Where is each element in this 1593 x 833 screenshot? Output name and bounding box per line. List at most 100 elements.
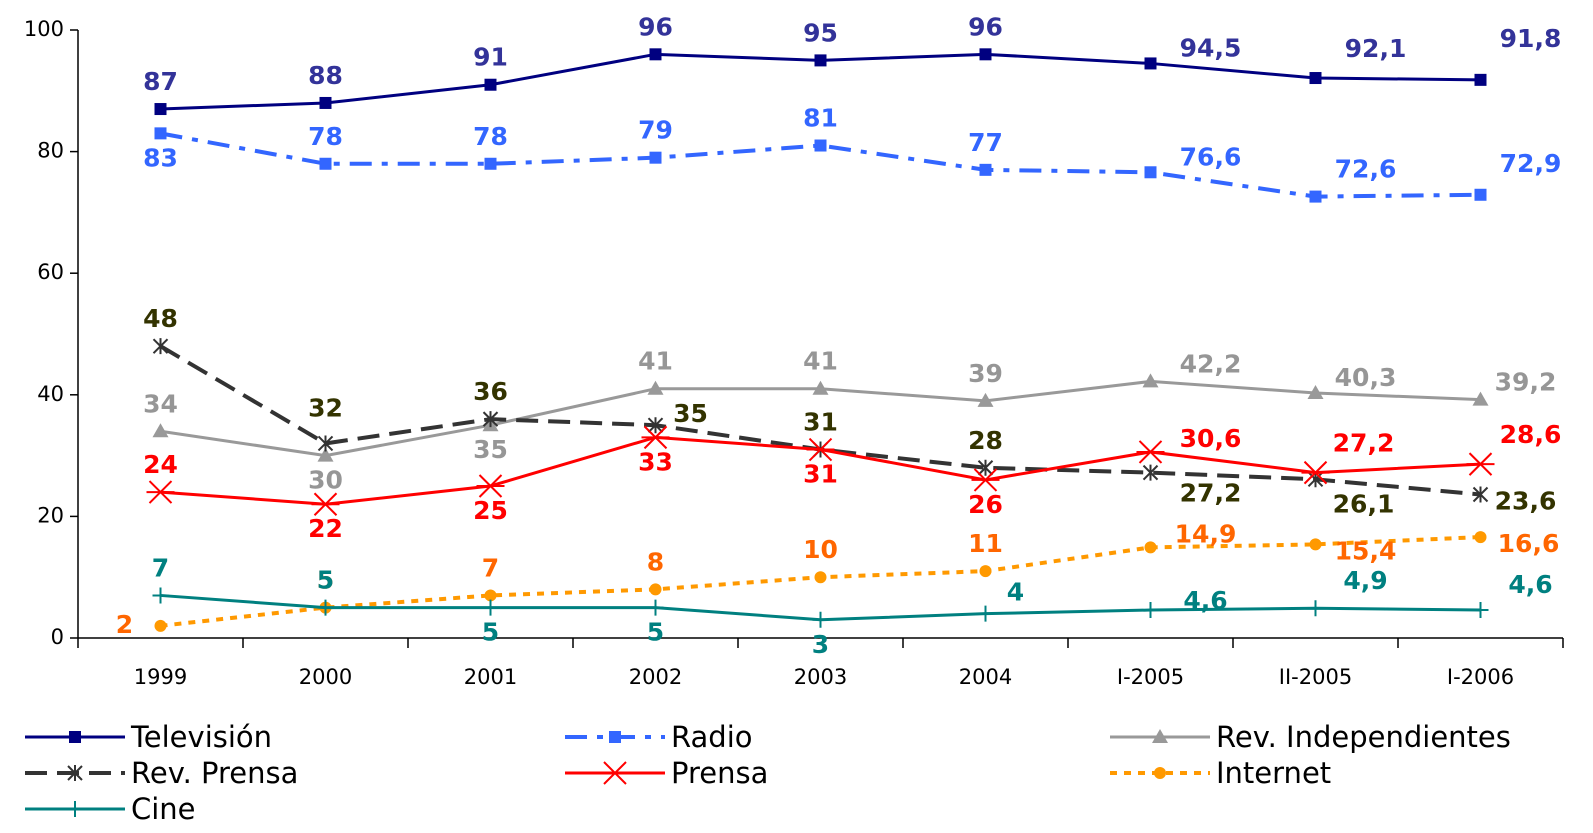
- legend-item: Prensa: [565, 756, 768, 790]
- data-label: 31: [803, 460, 838, 489]
- y-tick-label: 0: [51, 625, 64, 649]
- marker: [1142, 464, 1159, 481]
- data-label: 95: [803, 18, 838, 47]
- legend-label: Rev. Independientes: [1216, 720, 1511, 754]
- data-label: 24: [143, 450, 178, 479]
- series: 48 32 36 35 31 28 27,2 26,1 23,6: [143, 304, 1556, 518]
- x-tick-label: 2000: [299, 665, 352, 689]
- data-label: 88: [308, 61, 343, 90]
- marker: [1472, 391, 1489, 406]
- marker: [979, 48, 992, 61]
- marker: [977, 605, 994, 622]
- marker: [1466, 452, 1495, 476]
- data-label: 92,1: [1345, 34, 1407, 63]
- marker: [649, 48, 662, 61]
- data-label: 7: [482, 553, 499, 582]
- data-label: 11: [968, 529, 1003, 558]
- series: 24 22 25 33 31 26 30,6 27,2 28,6: [143, 420, 1561, 543]
- data-label: 8: [647, 547, 664, 576]
- data-label: 34: [143, 389, 178, 418]
- legend-marker: [69, 731, 81, 743]
- marker: [154, 619, 167, 632]
- marker: [1142, 373, 1159, 388]
- marker: [814, 571, 827, 584]
- legend-label: Cine: [131, 792, 196, 826]
- legend-marker: [601, 761, 629, 785]
- legend-label: Prensa: [671, 756, 768, 790]
- data-label: 26: [968, 490, 1003, 519]
- y-tick-label: 40: [37, 382, 64, 406]
- legend-label: Radio: [671, 720, 753, 754]
- line: [160, 131, 1481, 199]
- marker: [317, 447, 334, 462]
- data-label: 30,6: [1180, 424, 1242, 453]
- data-label: 27,2: [1180, 479, 1242, 508]
- data-label: 77: [968, 128, 1003, 157]
- marker: [154, 103, 167, 116]
- marker: [154, 127, 167, 140]
- data-label: 15,4: [1335, 536, 1397, 565]
- x-tick-label: 2002: [629, 665, 682, 689]
- marker: [977, 392, 994, 407]
- data-label: 4,6: [1183, 586, 1227, 615]
- data-label: 40,3: [1335, 363, 1397, 392]
- data-label: 78: [308, 122, 343, 151]
- data-label: 41: [638, 347, 673, 376]
- data-label: 96: [968, 12, 1003, 41]
- data-label: 5: [647, 618, 664, 647]
- marker: [319, 157, 332, 170]
- data-label: 32: [308, 393, 343, 422]
- marker: [814, 139, 827, 152]
- data-label: 39: [968, 359, 1003, 388]
- marker: [146, 480, 175, 504]
- marker: [812, 380, 829, 395]
- legend-item: Televisión: [25, 720, 272, 754]
- marker: [152, 587, 169, 604]
- legend-marker: [1154, 767, 1166, 779]
- marker: [647, 599, 664, 616]
- legend-marker: [67, 765, 83, 781]
- legend-item: Radio: [565, 720, 753, 754]
- marker: [484, 78, 497, 91]
- marker: [319, 96, 332, 109]
- data-label: 31: [803, 408, 838, 437]
- x-tick-label: 1999: [134, 665, 187, 689]
- data-label: 27,2: [1333, 429, 1395, 458]
- data-label: 87: [143, 67, 178, 96]
- data-label: 10: [803, 535, 838, 564]
- legend-label: Internet: [1216, 756, 1331, 790]
- marker: [979, 163, 992, 176]
- data-label: 48: [143, 304, 178, 333]
- legend-marker: [67, 801, 83, 817]
- data-label: 4,9: [1343, 566, 1387, 595]
- legend-marker: [1152, 729, 1168, 743]
- marker: [1142, 602, 1159, 619]
- marker: [1472, 602, 1489, 619]
- marker: [484, 157, 497, 170]
- marker: [1472, 486, 1489, 503]
- data-label: 16,6: [1498, 529, 1560, 558]
- data-label: 7: [152, 553, 169, 582]
- marker: [482, 599, 499, 616]
- data-label: 4,6: [1508, 570, 1552, 599]
- legend-marker: [609, 731, 621, 743]
- marker: [482, 411, 499, 428]
- data-label: 36: [473, 377, 508, 406]
- data-label: 25: [473, 496, 508, 525]
- data-label: 79: [638, 116, 673, 145]
- series: 83 78 78 79 81 77 76,6 72,6 72,9: [143, 104, 1561, 203]
- data-label: 72,6: [1335, 155, 1397, 184]
- y-tick-label: 60: [37, 260, 64, 284]
- y-tick-label: 20: [37, 503, 64, 527]
- marker: [317, 435, 334, 452]
- marker: [812, 611, 829, 628]
- legend-item: Internet: [1110, 756, 1331, 790]
- data-label: 78: [473, 122, 508, 151]
- x-tick-label: I-2006: [1447, 665, 1514, 689]
- x-tick-label: 2004: [959, 665, 1012, 689]
- data-label: 72,9: [1500, 149, 1562, 178]
- data-label: 3: [812, 630, 829, 659]
- marker: [1307, 384, 1324, 399]
- marker: [1474, 531, 1487, 544]
